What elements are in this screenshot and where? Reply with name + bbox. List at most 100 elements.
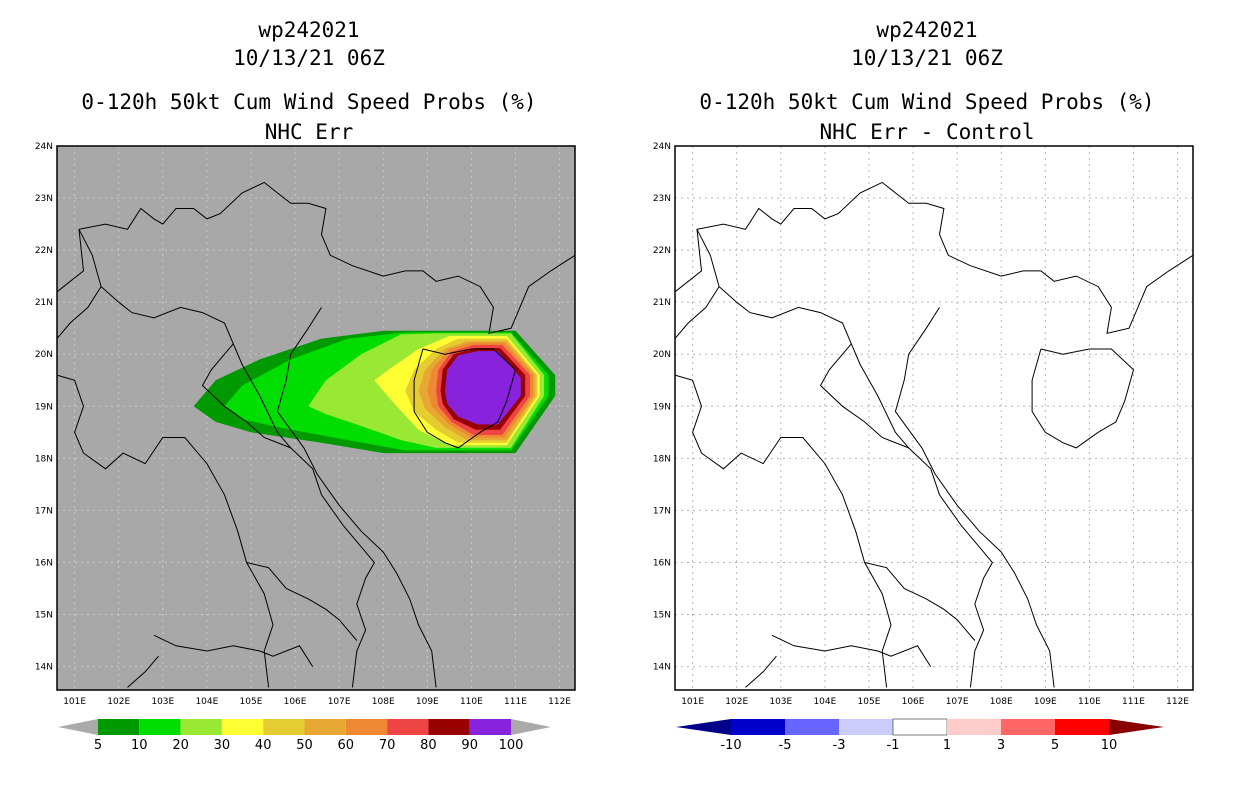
chart-title: 0-120h 50kt Cum Wind Speed Probs (%) xyxy=(699,90,1155,114)
lon-tick-label: 108E xyxy=(372,697,395,707)
colorbar-label: 20 xyxy=(172,738,189,753)
lat-tick-label: 14N xyxy=(653,663,671,673)
lat-tick-label: 21N xyxy=(35,298,53,308)
lat-tick-label: 24N xyxy=(653,142,671,152)
lon-tick-label: 107E xyxy=(328,697,351,707)
colorbar-label: -5 xyxy=(779,738,792,753)
coastline-border xyxy=(696,229,994,688)
lon-tick-label: 106E xyxy=(284,697,307,707)
coastline-border xyxy=(771,634,932,667)
chart-subtitle: NHC Err - Control xyxy=(819,120,1035,144)
lon-tick-label: 110E xyxy=(460,697,483,707)
lat-tick-label: 14N xyxy=(35,663,53,673)
coastline-border xyxy=(674,374,892,688)
coastline-border xyxy=(56,286,102,339)
lat-tick-label: 17N xyxy=(35,506,53,516)
lon-tick-label: 111E xyxy=(504,697,527,707)
coastline-border xyxy=(819,343,909,449)
lat-tick-label: 16N xyxy=(653,558,671,568)
colorbar-swatch xyxy=(947,719,1001,735)
lat-tick-label: 23N xyxy=(35,194,53,204)
colorbar-swatch xyxy=(221,719,264,735)
colorbar-label: 50 xyxy=(296,738,313,753)
right-map: 24N 23N 22N 21N 20N 19N 18N 17N 16N 15N 14N 101E 102… xyxy=(653,142,1194,753)
colorbar-swatch xyxy=(428,719,470,735)
coastline-border xyxy=(674,286,720,339)
coastline-border xyxy=(1031,348,1135,449)
storm-id: wp242021 xyxy=(258,18,360,42)
chart-subtitle: NHC Err xyxy=(264,120,354,144)
lat-tick-label: 23N xyxy=(653,194,671,204)
lat-tick-label: 15N xyxy=(653,611,671,621)
map-frame xyxy=(56,145,576,691)
lon-tick-label: 111E xyxy=(1122,697,1145,707)
colorbar-swatch xyxy=(892,718,948,736)
colorbar-label: 90 xyxy=(461,738,478,753)
datetime: 10/13/21 06Z xyxy=(851,46,1003,70)
colorbar-swatch xyxy=(1001,719,1055,735)
colorbar-label: 3 xyxy=(997,738,1005,753)
colorbar-label: -3 xyxy=(833,738,846,753)
colorbar-label: -10 xyxy=(720,738,741,753)
lon-tick-label: 110E xyxy=(1078,697,1101,707)
colorbar-label: 100 xyxy=(499,738,524,753)
coastline-border xyxy=(56,181,576,335)
map-frame xyxy=(674,145,1194,691)
colorbar-swatch xyxy=(387,719,429,735)
colorbar-high-arrow xyxy=(1109,719,1164,735)
lon-tick-label: 104E xyxy=(813,697,836,707)
colorbar-label: 40 xyxy=(255,738,272,753)
colorbar-label: 5 xyxy=(94,738,102,753)
coastline-border xyxy=(413,348,517,449)
colorbar-low-arrow xyxy=(676,719,731,735)
lat-tick-label: 18N xyxy=(653,454,671,464)
coastline-border xyxy=(127,655,159,688)
colorbar-swatch xyxy=(139,719,181,735)
lat-tick-label: 19N xyxy=(653,402,671,412)
colorbar-label: -1 xyxy=(887,738,900,753)
chart-title: 0-120h 50kt Cum Wind Speed Probs (%) xyxy=(81,90,537,114)
lon-tick-label: 104E xyxy=(195,697,218,707)
right-panel: wp242021 10/13/21 06Z 0-120h 50kt Cum Wi… xyxy=(618,0,1236,800)
colorbar-label: 10 xyxy=(1101,738,1118,753)
colorbar-label: 5 xyxy=(1051,738,1059,753)
lat-tick-label: 15N xyxy=(35,611,53,621)
lon-tick-label: 102E xyxy=(725,697,748,707)
colorbar-label: 80 xyxy=(420,738,437,753)
lat-tick-label: 24N xyxy=(35,142,53,152)
lat-tick-label: 20N xyxy=(35,350,53,360)
coastline-border xyxy=(864,562,976,641)
lon-tick-label: 102E xyxy=(107,697,130,707)
colorbar-swatch xyxy=(304,719,346,735)
lat-tick-label: 22N xyxy=(653,246,671,256)
colorbar-low-arrow xyxy=(58,719,98,735)
coastline-border xyxy=(894,307,1055,688)
colorbar-label: 1 xyxy=(943,738,951,753)
coastline-border xyxy=(201,343,291,449)
colorbar-swatch xyxy=(98,719,140,735)
lon-tick-label: 109E xyxy=(416,697,439,707)
colorbar-swatch xyxy=(263,719,305,735)
lat-tick-label: 20N xyxy=(653,350,671,360)
colorbar-swatch xyxy=(1055,719,1109,735)
lon-tick-label: 103E xyxy=(769,697,792,707)
lon-tick-label: 108E xyxy=(990,697,1013,707)
colorbar-label: 60 xyxy=(338,738,355,753)
probability-contour xyxy=(444,351,521,425)
datetime: 10/13/21 06Z xyxy=(233,46,385,70)
colorbar-label: 70 xyxy=(379,738,396,753)
colorbar-label: 10 xyxy=(131,738,148,753)
left-panel: wp242021 10/13/21 06Z 0-120h 50kt Cum Wi… xyxy=(35,18,576,753)
lon-tick-label: 105E xyxy=(240,697,263,707)
coastline-border xyxy=(745,655,777,688)
coastline-border xyxy=(276,307,437,688)
lon-tick-label: 105E xyxy=(858,697,881,707)
lon-tick-label: 103E xyxy=(151,697,174,707)
coastline-border xyxy=(674,181,1194,335)
lon-tick-label: 101E xyxy=(63,697,86,707)
lat-tick-label: 18N xyxy=(35,454,53,464)
lon-tick-label: 112E xyxy=(1166,697,1189,707)
map-background xyxy=(675,146,1193,690)
lat-tick-label: 16N xyxy=(35,558,53,568)
